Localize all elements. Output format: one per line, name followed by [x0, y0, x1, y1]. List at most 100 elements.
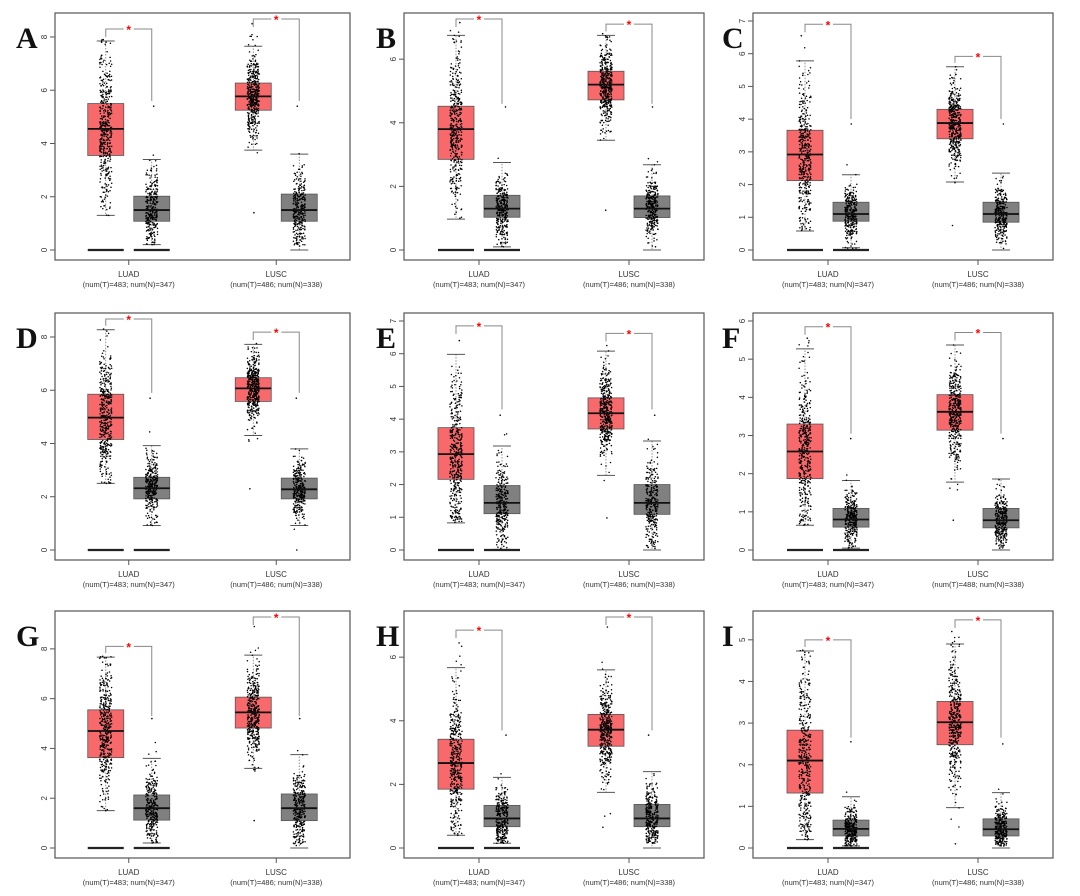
data-point [145, 212, 147, 214]
data-point [99, 110, 101, 112]
data-point [609, 36, 611, 38]
data-point [459, 178, 461, 180]
data-point [254, 63, 256, 65]
data-point [856, 218, 858, 220]
data-point [507, 188, 509, 190]
data-point [808, 204, 810, 206]
data-point [452, 134, 454, 136]
data-point [458, 87, 460, 89]
data-point [458, 82, 460, 84]
data-point [800, 116, 802, 118]
data-point [953, 147, 955, 149]
data-point [602, 124, 604, 126]
data-point [998, 198, 1000, 200]
data-point [111, 425, 113, 427]
data-point [800, 142, 802, 144]
data-point [254, 45, 256, 47]
data-point [108, 394, 110, 396]
data-point [801, 35, 803, 37]
data-point [809, 85, 811, 87]
data-point [295, 194, 297, 196]
data-point [807, 130, 809, 132]
data-point [805, 211, 807, 213]
data-point [849, 231, 851, 233]
data-point [1006, 199, 1008, 201]
data-point [254, 56, 256, 58]
data-point [150, 211, 152, 213]
data-point [295, 222, 297, 224]
data-point [106, 51, 108, 53]
data-point [1005, 243, 1007, 245]
data-point [949, 129, 951, 131]
data-point [110, 482, 112, 484]
data-point [953, 82, 955, 84]
data-point [956, 92, 958, 94]
data-point [455, 65, 457, 67]
data-point [645, 215, 647, 217]
data-point [107, 396, 109, 398]
data-point [805, 221, 807, 223]
data-point [802, 223, 804, 225]
data-point [149, 200, 151, 202]
data-point [105, 126, 107, 128]
data-point [807, 107, 809, 109]
data-point [807, 115, 809, 117]
data-point [649, 233, 651, 235]
data-point [451, 204, 453, 206]
data-point [602, 131, 604, 133]
data-point [108, 367, 110, 369]
data-point [256, 113, 258, 115]
data-point [258, 100, 260, 102]
data-point [111, 412, 113, 414]
data-point [855, 215, 857, 217]
y-tick-label: 2 [389, 184, 398, 189]
data-point [104, 384, 106, 386]
data-point [460, 193, 462, 195]
x-tick-label: LUSC [618, 270, 640, 279]
significance-star: * [627, 18, 632, 32]
data-point [995, 217, 997, 219]
data-point [610, 117, 612, 119]
data-point [457, 101, 459, 103]
data-point [656, 239, 658, 241]
data-point [997, 220, 999, 222]
data-point [650, 186, 652, 188]
data-point [157, 177, 159, 179]
data-point [808, 222, 810, 224]
data-point [958, 166, 960, 168]
data-point [603, 59, 605, 61]
data-point [154, 192, 156, 194]
data-point [646, 194, 648, 196]
data-point [804, 140, 806, 142]
data-point [996, 229, 998, 231]
data-point [506, 197, 508, 199]
data-point [799, 129, 801, 131]
data-point [296, 233, 298, 235]
data-point [455, 133, 457, 135]
data-point [298, 242, 300, 244]
data-point [951, 157, 953, 159]
data-point [109, 80, 111, 82]
data-point [101, 130, 103, 132]
data-point [303, 197, 305, 199]
data-point [105, 101, 107, 103]
data-point [145, 183, 147, 185]
data-point [800, 81, 802, 83]
data-point [146, 236, 148, 238]
data-point [104, 183, 106, 185]
data-point [146, 189, 148, 191]
data-point [451, 132, 453, 134]
data-point [999, 226, 1001, 228]
data-point [100, 434, 102, 436]
data-point [496, 181, 498, 183]
data-point [101, 58, 103, 60]
data-point [157, 228, 159, 230]
data-point [454, 183, 456, 185]
data-point [110, 396, 112, 398]
data-point [955, 158, 957, 160]
data-point [459, 217, 461, 219]
data-point [297, 229, 299, 231]
data-point [799, 84, 801, 86]
data-point [108, 184, 110, 186]
data-point [601, 75, 603, 77]
